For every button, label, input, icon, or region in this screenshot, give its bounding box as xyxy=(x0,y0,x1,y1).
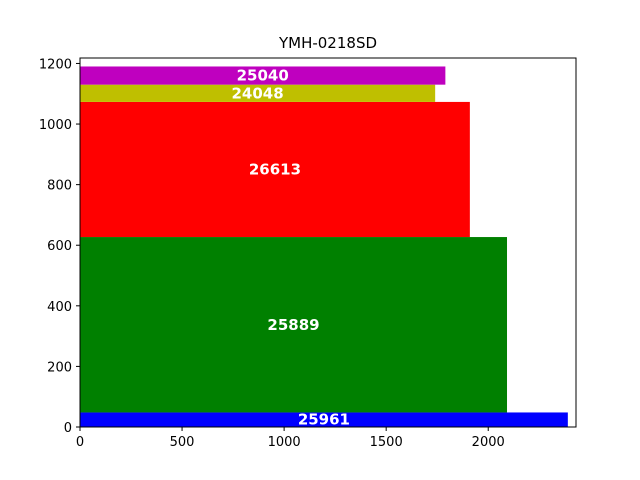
bar-label: 25889 xyxy=(267,316,319,334)
bar-24048 xyxy=(80,84,436,102)
chart-title: YMH-0218SD xyxy=(278,34,377,52)
y-tick-label: 1200 xyxy=(39,57,72,72)
x-tick-label: 500 xyxy=(170,435,195,450)
y-tick-label: 1000 xyxy=(39,118,72,133)
y-tick-label: 0 xyxy=(64,421,72,436)
x-tick-label: 1500 xyxy=(370,435,403,450)
y-tick-label: 400 xyxy=(47,300,72,315)
bar-label: 25961 xyxy=(298,411,350,429)
plot-frame xyxy=(79,57,577,428)
x-tick-label: 0 xyxy=(76,435,84,450)
x-tick-label: 2000 xyxy=(472,435,505,450)
bar-25961 xyxy=(80,412,568,427)
bars-group xyxy=(80,66,568,427)
y-tick-label: 600 xyxy=(47,239,72,254)
x-tick-label: 1000 xyxy=(268,435,301,450)
bar-label: 24048 xyxy=(231,84,283,102)
axes-group: 0 500 1000 1500 2000 0 200 400 600 800 1000 1200 xyxy=(39,57,577,450)
bar-26613 xyxy=(80,101,470,238)
bar-25040 xyxy=(80,66,446,85)
y-tick-label: 200 xyxy=(47,360,72,375)
bar-label: 25040 xyxy=(237,67,289,85)
bar-25889 xyxy=(80,237,508,413)
y-tick-label: 800 xyxy=(47,179,72,194)
bar-label: 26613 xyxy=(249,160,301,178)
